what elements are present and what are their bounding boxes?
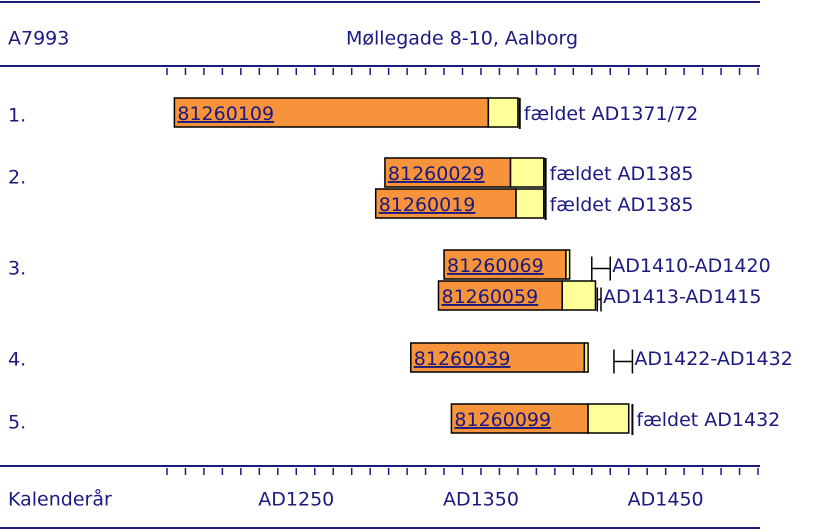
- row-label: 4.: [8, 349, 26, 371]
- sample-id[interactable]: 81260099: [454, 409, 551, 431]
- x-axis-label: Kalenderår: [8, 488, 112, 511]
- heartwood-bar: [173, 97, 490, 128]
- sample-id[interactable]: 81260029: [388, 163, 485, 185]
- chart-title: Møllegade 8-10, Aalborg: [346, 28, 578, 50]
- sample-id[interactable]: 81260109: [177, 103, 274, 125]
- sample-id[interactable]: 81260069: [447, 255, 544, 277]
- heartwood-bar: [384, 157, 512, 188]
- heartwood-bar: [450, 403, 589, 434]
- row-label: 1.: [8, 105, 26, 127]
- dating-label: AD1422-AD1432: [634, 348, 792, 370]
- x-tick-label: AD1450: [628, 489, 704, 511]
- dating-label: fældet AD1385: [550, 194, 694, 216]
- site-code: A7993: [8, 28, 69, 50]
- heartwood-bar: [443, 249, 567, 280]
- x-tick-label: AD1250: [258, 489, 334, 511]
- dating-label: fældet AD1432: [636, 409, 780, 431]
- x-tick-label: AD1350: [443, 489, 519, 511]
- sapwood-bar: [561, 280, 597, 311]
- sample-id[interactable]: 81260039: [414, 348, 511, 370]
- heartwood-bar: [437, 280, 563, 311]
- sapwood-bar: [515, 188, 545, 219]
- row-label: 3.: [8, 258, 26, 280]
- sapwood-bar: [587, 403, 630, 434]
- sapwood-bar: [565, 249, 571, 280]
- sapwood-bar: [583, 342, 589, 373]
- sapwood-bar: [487, 97, 519, 128]
- row-label: 2.: [8, 167, 26, 189]
- sample-id[interactable]: 81260019: [379, 194, 476, 216]
- dating-label: AD1410-AD1420: [612, 255, 770, 277]
- row-label: 5.: [8, 412, 26, 434]
- sapwood-bar: [509, 157, 545, 188]
- heartwood-bar: [410, 342, 586, 373]
- dating-label: fældet AD1371/72: [524, 103, 698, 125]
- dating-label: fældet AD1385: [550, 163, 694, 185]
- dating-label: AD1413-AD1415: [603, 286, 761, 308]
- sample-id[interactable]: 81260059: [441, 286, 538, 308]
